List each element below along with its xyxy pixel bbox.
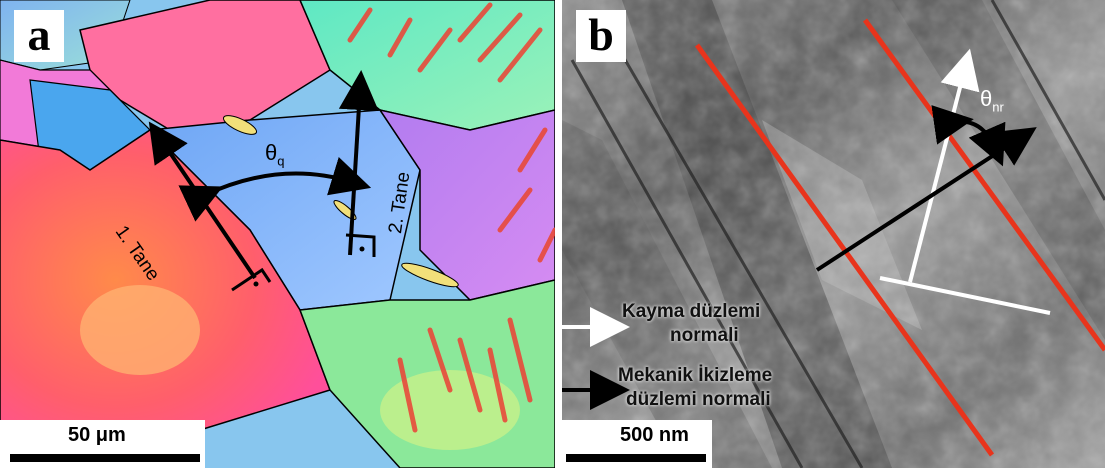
panel-b-tem-image: b θnr Kayma düzlemi normali Mekanik İkiz… (562, 0, 1105, 468)
grain2-arrow (338, 70, 379, 256)
ebsd-orientation-map (0, 0, 555, 468)
panel-a-scale-bar (10, 454, 200, 462)
panel-b-scale-label: 500 nm (620, 424, 689, 446)
legend-slip-normal: Kayma düzlemi normali (622, 301, 761, 346)
panel-b-annotations (562, 48, 1051, 410)
theta-nr-arc (931, 105, 1006, 167)
panel-a-letter: a (14, 10, 64, 62)
panel-b-scale-bar (566, 454, 706, 462)
legend-twin-normal: Mekanik İkizleme düzlemi normali (618, 365, 773, 410)
panel-a-scale-box: 50 μm (0, 420, 205, 468)
twin-boundary-2 (862, 18, 1105, 352)
panel-a-ebsd-map: a 1. Tane 2. Tane θq 50 μm (0, 0, 555, 468)
slip-normal-arrow (908, 48, 980, 283)
slip-plane-trace (879, 276, 1051, 315)
panel-a-scale-label: 50 μm (68, 424, 126, 446)
theta-q-arc (178, 157, 372, 222)
right-angle-marker-2 (345, 233, 376, 257)
grain1-arrow (148, 121, 257, 280)
theta-nr-label: θnr (980, 86, 1004, 115)
panel-b-letter: b (576, 10, 626, 62)
panel-b-scale-box: 500 nm (562, 420, 712, 468)
right-angle-marker-1 (231, 267, 272, 292)
theta-q-label: θq (265, 140, 285, 169)
panel-a-annotations (148, 70, 379, 292)
